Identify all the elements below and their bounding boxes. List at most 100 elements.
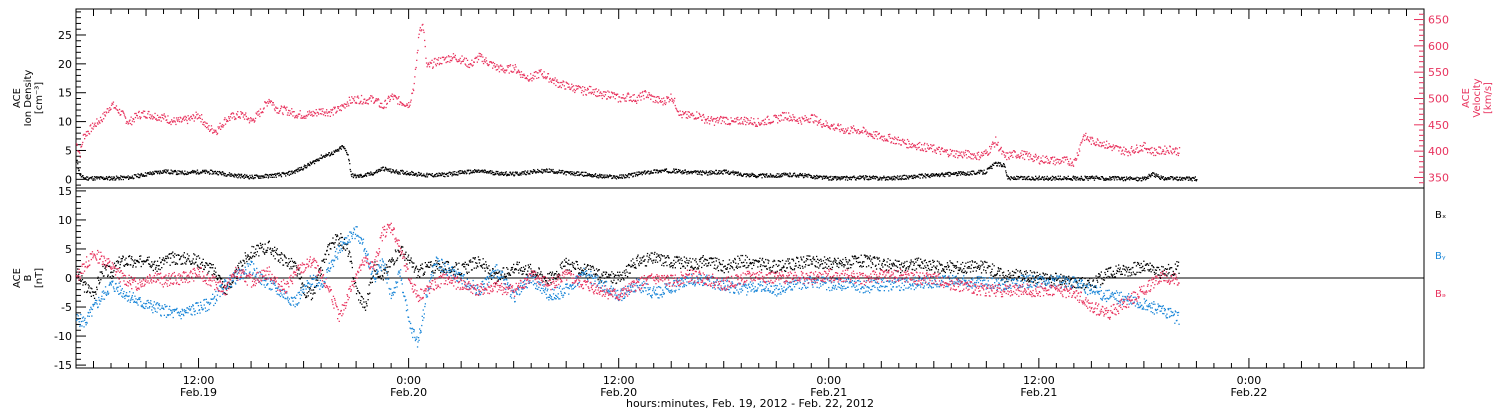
- velocity-series-point: [215, 131, 217, 133]
- density-series-point: [257, 175, 259, 177]
- density-series-point: [570, 174, 572, 176]
- b-series-0-point: [441, 266, 443, 268]
- velocity-series-point: [563, 85, 565, 87]
- velocity-series-point: [126, 120, 128, 123]
- b-series-0-point: [317, 279, 319, 281]
- velocity-series-point: [941, 147, 944, 150]
- velocity-series-point: [423, 31, 425, 34]
- velocity-series-point: [821, 126, 823, 128]
- velocity-series-point: [702, 113, 705, 116]
- b-series-0-point: [311, 289, 313, 291]
- b-series-0-point: [209, 263, 212, 265]
- b-series-0-point: [171, 252, 173, 255]
- density-series-point: [315, 159, 317, 161]
- velocity-series-point: [376, 99, 379, 101]
- velocity-series-point: [422, 23, 424, 26]
- velocity-series-point: [794, 116, 796, 118]
- b-series-0-point: [507, 272, 509, 274]
- velocity-series-point: [104, 114, 106, 116]
- density-series-point: [714, 173, 716, 175]
- velocity-series-point: [756, 125, 758, 127]
- velocity-series-point: [567, 86, 569, 88]
- velocity-series-point: [973, 153, 975, 155]
- velocity-series-point: [686, 113, 688, 116]
- density-series-point: [459, 170, 462, 172]
- b-series-0-point: [132, 264, 134, 267]
- velocity-series-point: [831, 125, 833, 127]
- density-series-point: [876, 176, 878, 178]
- density-series-point: [911, 174, 913, 177]
- density-series-point: [324, 155, 327, 157]
- velocity-series-point: [531, 77, 534, 79]
- density-series-point: [354, 175, 357, 177]
- b-series-0-point: [205, 262, 207, 264]
- density-series-point: [167, 169, 169, 171]
- velocity-series-point: [1178, 147, 1181, 149]
- velocity-series-point: [641, 92, 643, 94]
- velocity-series-point: [680, 114, 683, 116]
- b-series-0-point: [253, 252, 255, 254]
- velocity-series-point: [561, 84, 564, 86]
- velocity-series-point: [455, 59, 458, 61]
- velocity-series-point: [1095, 141, 1097, 143]
- density-series-point: [379, 169, 381, 171]
- density-series-point: [1129, 176, 1131, 178]
- velocity-series-point: [1057, 161, 1059, 163]
- density-series-point: [499, 172, 502, 174]
- velocity-series-point: [466, 59, 469, 61]
- b-series-0-point: [222, 287, 224, 289]
- velocity-series-point: [911, 146, 913, 149]
- velocity-series-point: [82, 141, 84, 144]
- b-series-0-point: [369, 292, 371, 294]
- b-series-0-point: [510, 269, 512, 271]
- density-series-point: [401, 169, 403, 171]
- velocity-series-point: [875, 135, 877, 137]
- b-series-0-point: [557, 275, 559, 278]
- velocity-series-point: [174, 120, 176, 122]
- b-series-0-point: [339, 237, 341, 239]
- density-series-point: [792, 174, 794, 176]
- velocity-series-point: [765, 123, 768, 126]
- b-series-0-point: [208, 270, 210, 273]
- density-series-point: [1124, 179, 1127, 182]
- velocity-axis-label: Velocity: [1472, 78, 1483, 117]
- density-series-point: [467, 170, 469, 172]
- velocity-series-point: [264, 101, 266, 103]
- velocity-series-point: [593, 91, 596, 93]
- density-series-point: [1102, 176, 1104, 179]
- density-series-point: [520, 174, 522, 176]
- density-series-point: [885, 178, 887, 180]
- density-series-point: [675, 168, 678, 170]
- b-series-0-point: [195, 258, 197, 260]
- b-series-0-point: [260, 244, 262, 246]
- velocity-series-point: [560, 86, 562, 89]
- density-series-point: [942, 173, 944, 175]
- velocity-series-point: [615, 93, 617, 96]
- velocity-series-point: [121, 110, 123, 112]
- velocity-series-point: [540, 69, 542, 71]
- velocity-series-point: [903, 139, 906, 141]
- b-series-0-point: [102, 265, 104, 268]
- velocity-series-point: [1035, 155, 1037, 157]
- velocity-series-point: [107, 111, 110, 113]
- density-series-point: [750, 174, 752, 176]
- density-series-point: [860, 177, 862, 179]
- velocity-series-point: [1177, 154, 1179, 157]
- density-series-point: [990, 165, 993, 167]
- density-series-point: [614, 177, 617, 179]
- velocity-series-point: [321, 110, 323, 112]
- density-series-point: [1165, 177, 1168, 180]
- density-series-point: [832, 178, 835, 181]
- density-series-point: [1114, 176, 1117, 178]
- velocity-series-point: [790, 116, 792, 119]
- velocity-series-point: [544, 77, 546, 79]
- velocity-series-point: [908, 143, 910, 145]
- velocity-series-point: [523, 74, 526, 77]
- density-series-point: [716, 173, 718, 175]
- velocity-series-point: [261, 111, 263, 113]
- density-series-point: [1188, 176, 1190, 178]
- velocity-series-point: [956, 150, 958, 153]
- density-series-point: [1108, 178, 1110, 180]
- velocity-series-point: [1020, 154, 1023, 157]
- density-series-point: [542, 171, 544, 173]
